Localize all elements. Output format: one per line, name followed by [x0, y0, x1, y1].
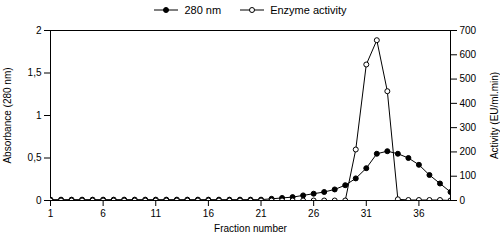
svg-text:600: 600	[460, 49, 477, 60]
svg-text:700: 700	[460, 25, 477, 36]
svg-text:200: 200	[460, 146, 477, 157]
svg-text:26: 26	[308, 208, 320, 219]
svg-text:0: 0	[36, 195, 42, 206]
svg-text:21: 21	[255, 208, 267, 219]
svg-text:100: 100	[460, 170, 477, 181]
svg-text:36: 36	[413, 208, 425, 219]
svg-text:Fraction number: Fraction number	[214, 223, 287, 234]
svg-text:Absorbance (280 nm): Absorbance (280 nm)	[2, 67, 13, 163]
svg-text:1: 1	[36, 110, 42, 121]
svg-text:1,5: 1,5	[28, 67, 42, 78]
svg-text:31: 31	[361, 208, 373, 219]
svg-text:11: 11	[151, 208, 162, 219]
svg-text:Activity (EU/ml.min): Activity (EU/ml.min)	[489, 72, 500, 159]
svg-text:400: 400	[460, 98, 477, 109]
html-text:Enzyme activity: Enzyme activity	[270, 4, 347, 16]
html-text:280 nm: 280 nm	[184, 4, 222, 16]
svg-text:500: 500	[460, 73, 477, 84]
svg-text:6: 6	[100, 208, 106, 219]
svg-text:0: 0	[460, 195, 466, 206]
svg-text:2: 2	[36, 25, 42, 36]
svg-text:1: 1	[48, 208, 54, 219]
svg-text:16: 16	[203, 208, 215, 219]
svg-text:300: 300	[460, 122, 477, 133]
svg-text:0,5: 0,5	[28, 152, 42, 163]
